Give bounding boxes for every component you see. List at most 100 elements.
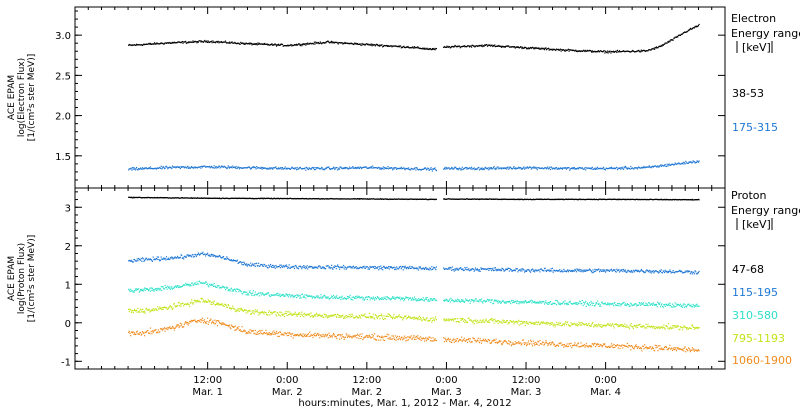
data-point (183, 166, 185, 168)
data-point (567, 167, 569, 169)
data-point (197, 197, 199, 199)
data-point (587, 303, 589, 305)
data-point (418, 299, 420, 302)
data-point (557, 198, 559, 200)
data-point (565, 49, 567, 51)
data-point (354, 296, 357, 298)
data-point (492, 168, 494, 170)
data-point (376, 298, 378, 300)
data-point (206, 40, 208, 42)
data-point (408, 297, 410, 299)
data-point (463, 319, 465, 321)
data-point (537, 47, 539, 49)
data-point (664, 43, 666, 45)
data-point (462, 299, 464, 301)
data-point (317, 198, 319, 200)
data-point (211, 284, 213, 286)
data-point (556, 198, 558, 200)
data-point (137, 307, 139, 309)
data-point (191, 197, 193, 199)
data-point (267, 293, 269, 295)
data-point (628, 270, 630, 272)
data-point (555, 167, 558, 169)
data-point (546, 323, 548, 325)
data-point (677, 304, 679, 306)
data-point (599, 305, 601, 307)
data-point (518, 303, 520, 305)
data-point (293, 44, 295, 46)
data-point (191, 256, 193, 258)
data-point (678, 162, 680, 164)
data-point (143, 197, 145, 199)
data-point (549, 301, 551, 303)
data-point (693, 305, 695, 307)
data-point (395, 167, 397, 169)
data-point (630, 165, 632, 168)
data-point (496, 320, 498, 322)
data-point (543, 322, 546, 324)
data-point (315, 41, 317, 43)
data-point (139, 259, 141, 261)
data-point (435, 198, 437, 200)
data-point (457, 268, 459, 271)
data-point (633, 270, 635, 272)
data-point (589, 167, 591, 169)
data-point (240, 291, 242, 293)
data-point (316, 295, 318, 297)
data-point (519, 269, 521, 271)
data-point (171, 167, 173, 170)
data-point (531, 268, 533, 271)
data-point (615, 198, 617, 201)
data-point (504, 46, 506, 48)
data-point (237, 288, 239, 290)
data-point (610, 303, 613, 305)
data-point (336, 265, 338, 267)
data-point (460, 169, 462, 171)
data-point (504, 198, 506, 200)
data-point (253, 295, 255, 297)
data-point (213, 254, 215, 256)
data-point (377, 167, 379, 169)
data-point (220, 257, 223, 259)
data-point (432, 48, 434, 50)
data-point (386, 267, 388, 269)
data-point (640, 199, 642, 201)
data-point (321, 266, 323, 268)
data-point (249, 42, 251, 44)
data-point (476, 198, 479, 200)
data-point (520, 46, 522, 48)
data-point (262, 292, 264, 295)
data-point (195, 301, 197, 303)
data-point (560, 198, 562, 200)
data-point (523, 269, 525, 271)
data-point (275, 166, 277, 168)
data-point (319, 314, 321, 317)
data-point (242, 42, 244, 44)
data-point (372, 298, 374, 300)
data-point (261, 312, 263, 314)
data-point (490, 319, 493, 321)
data-point (233, 308, 235, 310)
data-point (536, 169, 538, 171)
data-point (362, 266, 364, 268)
data-point (153, 168, 156, 170)
data-point (353, 267, 355, 269)
data-point (142, 289, 144, 291)
data-point (141, 260, 143, 262)
data-point (474, 267, 477, 269)
data-point (313, 169, 315, 171)
data-point (560, 167, 562, 169)
data-point (419, 169, 422, 171)
data-point (220, 304, 223, 306)
data-point (569, 198, 571, 200)
data-point (389, 266, 391, 268)
data-point (304, 43, 306, 45)
data-point (173, 41, 175, 43)
data-point (149, 258, 152, 260)
series-47-68 (128, 196, 700, 201)
data-point (602, 51, 604, 53)
data-point (423, 168, 425, 170)
data-point (390, 316, 392, 318)
data-point (157, 43, 159, 45)
data-point (549, 48, 552, 51)
